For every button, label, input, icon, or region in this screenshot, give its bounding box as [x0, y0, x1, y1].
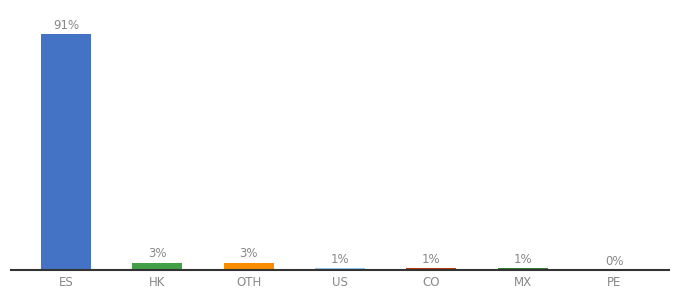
Text: 3%: 3% — [148, 248, 167, 260]
Bar — [132, 262, 182, 270]
Text: 1%: 1% — [422, 253, 441, 266]
Bar — [224, 262, 274, 270]
Bar — [315, 268, 365, 270]
Text: 0%: 0% — [605, 255, 624, 268]
Text: 1%: 1% — [513, 253, 532, 266]
Bar — [406, 268, 456, 270]
Text: 3%: 3% — [239, 248, 258, 260]
Text: 1%: 1% — [330, 253, 350, 266]
Bar — [498, 268, 548, 270]
Bar — [41, 34, 91, 270]
Text: 91%: 91% — [53, 20, 79, 32]
